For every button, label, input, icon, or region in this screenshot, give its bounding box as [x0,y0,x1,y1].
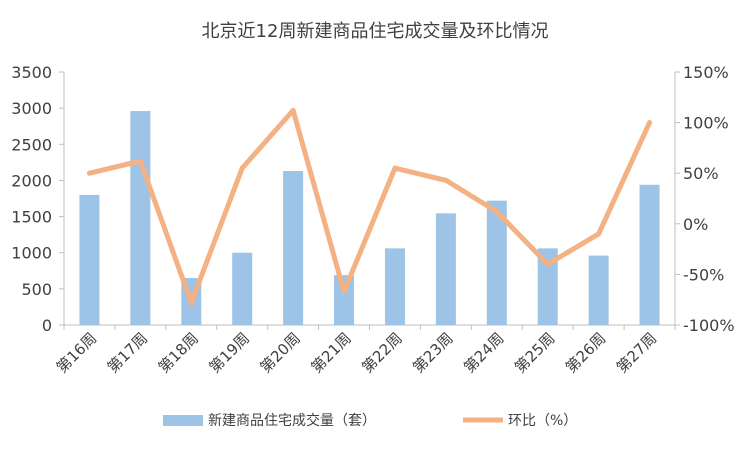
bar [79,194,100,325]
x-tick-label: 第19周 [206,329,253,376]
left-tick-label: 3500 [11,63,52,82]
x-tick-label: 第16周 [53,329,100,376]
x-tick-label: 第23周 [409,329,456,376]
x-tick-label: 第17周 [104,329,151,376]
line-point [86,170,92,176]
axes [59,71,680,330]
x-tick-label: 第24周 [460,329,507,376]
bar [486,200,507,325]
chart-title: 北京近12周新建商品住宅成交量及环比情况 [202,21,549,42]
left-tick-label: 2500 [11,135,52,154]
left-tick-label: 1000 [11,244,52,263]
left-tick-label: 500 [21,280,52,299]
right-tick-label: 0% [683,215,708,234]
x-tick-label: 第22周 [358,329,405,376]
line-point [341,289,347,295]
right-tick-label: 100% [683,114,729,133]
left-tick-label: 0 [42,316,52,335]
legend: 新建商品住宅成交量（套） 环比（%） [163,412,577,429]
legend-label-mom: 环比（%） [508,413,577,429]
right-tick-label: 150% [683,63,729,82]
line-point [188,300,194,306]
line-point [392,165,398,171]
bar [639,184,660,325]
bar [588,255,609,325]
bar [334,275,355,325]
bar [435,213,456,325]
line-series [86,107,653,306]
x-tick-label: 第26周 [562,329,609,376]
x-tick-label: 第20周 [257,329,304,376]
legend-label-volume: 新建商品住宅成交量（套） [208,412,376,429]
x-tick-label: 第27周 [613,329,660,376]
right-tick-label: -100% [683,316,735,335]
bar [232,252,253,325]
line-point [239,165,245,171]
legend-swatch-volume [163,415,203,426]
line-point [596,231,602,237]
line-point [647,120,653,126]
left-tick-label: 3000 [11,99,52,118]
left-tick-label: 2000 [11,171,52,190]
line-point [137,158,143,164]
line-point [290,107,296,113]
bar [537,248,558,325]
right-tick-label: 50% [683,164,719,183]
line-point [443,177,449,183]
line-series-path [86,107,653,306]
bar [283,171,304,325]
bar [130,111,151,325]
left-tick-label: 1500 [11,208,52,227]
line-point [545,261,551,267]
x-tick-label: 第21周 [307,329,354,376]
right-tick-label: -50% [683,265,724,284]
x-tick-label: 第18周 [155,329,202,376]
bars [79,111,660,325]
line-point [494,209,500,215]
bar [384,248,405,325]
x-tick-label: 第25周 [511,329,558,376]
